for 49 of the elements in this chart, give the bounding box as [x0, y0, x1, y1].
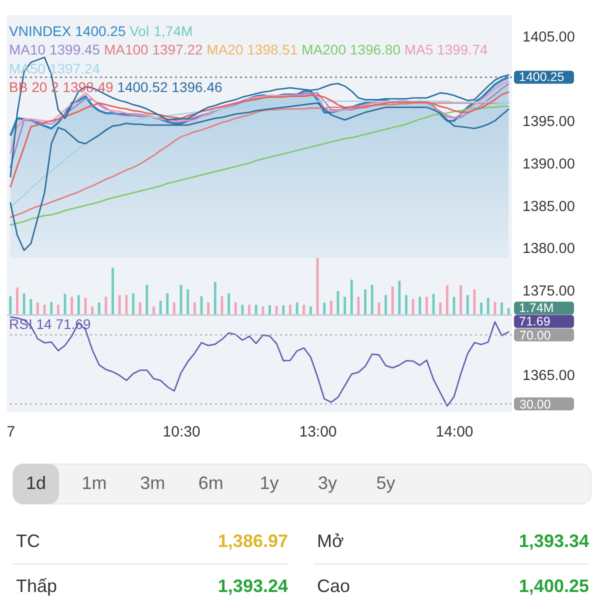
y-tick-label: 1395.00	[522, 114, 575, 130]
text: 1y	[260, 473, 279, 493]
text: Vol	[130, 23, 150, 39]
text: 6m	[198, 473, 224, 493]
annotation: 1396.80	[350, 42, 401, 58]
text: MA5	[404, 42, 434, 58]
text: 1,393.24	[218, 576, 288, 596]
text: MA20	[206, 42, 244, 58]
annotation: 1,74M	[154, 23, 193, 39]
annotation: 1396.46	[172, 79, 222, 96]
x-tick-label: 14:00	[436, 424, 474, 440]
y-tick-label: 1385.00	[522, 198, 575, 215]
category-label: TC	[16, 531, 40, 551]
text: VNINDEX	[9, 23, 72, 39]
text: MA10	[9, 42, 46, 58]
text: 3m	[140, 473, 166, 493]
x-tick-label: 7	[6, 424, 16, 440]
x-tick-label: 13:00	[299, 424, 337, 440]
text: 3y	[318, 473, 338, 493]
annotation: 1399.74	[437, 42, 488, 58]
y-tick-label: 1390.00	[522, 156, 575, 172]
category-label: Thấp	[16, 576, 58, 596]
annotation: 1397.24	[49, 60, 100, 76]
x-tick-label: 10:30	[162, 424, 200, 440]
y-tick-label: 70.00	[520, 328, 551, 342]
text: 1,393.34	[518, 531, 589, 551]
text: MA100	[104, 42, 149, 58]
text: 1,386.97	[218, 531, 288, 551]
y-tick-label: 1365.00	[522, 368, 575, 384]
y-tick-label: 30.00	[520, 397, 551, 412]
category-label: Cao	[317, 576, 350, 596]
text: 1d	[26, 473, 46, 493]
text: 1.74M	[519, 301, 554, 316]
annotation: 1400.52	[117, 79, 168, 96]
text: MA200	[302, 42, 346, 58]
text: 1m	[82, 473, 107, 493]
annotation: 1399.45	[49, 42, 100, 58]
category-label: Mở	[317, 531, 344, 551]
data-label: 71.69	[519, 314, 550, 328]
annotation: 1398.49	[62, 79, 114, 96]
text: 5y	[376, 473, 396, 493]
y-tick-label: 1375.00	[522, 283, 575, 300]
annotation: 1397.22	[152, 42, 204, 58]
ref-line-label: 1400.25	[519, 70, 564, 84]
y-tick-label: 1380.00	[522, 241, 575, 258]
annotation: 1398.51	[247, 42, 298, 58]
text: 1,400.25	[518, 576, 589, 596]
y-tick-label: 1405.00	[522, 30, 575, 46]
annotation: 1400.25	[75, 23, 126, 39]
